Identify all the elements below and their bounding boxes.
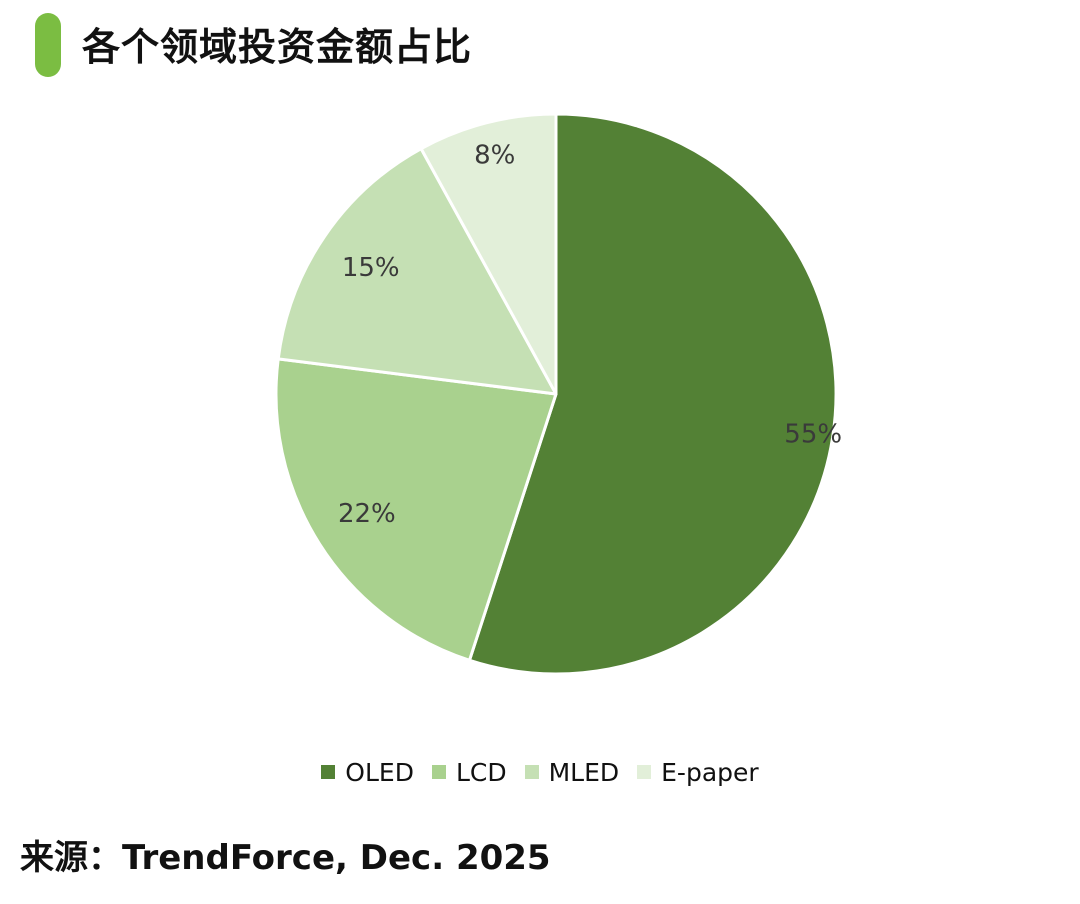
legend-swatch bbox=[524, 765, 539, 779]
slice-label-oled: 55% bbox=[784, 420, 842, 450]
title-accent-bar bbox=[35, 13, 61, 77]
source-note: 来源：TrendForce, Dec. 2025 bbox=[20, 838, 551, 878]
legend-swatch bbox=[321, 765, 336, 779]
legend-item-oled: OLED bbox=[321, 758, 414, 787]
slice-label-mled: 15% bbox=[342, 253, 400, 283]
chart-title: 各个领域投资金额占比 bbox=[82, 25, 473, 69]
chart-legend: OLED LCD MLED E-paper bbox=[0, 752, 1080, 792]
legend-label: LCD bbox=[455, 757, 507, 787]
pie-slice-mled bbox=[276, 147, 558, 396]
slice-label-lcd: 22% bbox=[338, 499, 396, 529]
pie-slice-oled bbox=[467, 112, 838, 676]
slice-label-e-paper: 8% bbox=[474, 140, 515, 170]
legend-label: OLED bbox=[345, 757, 414, 787]
legend-item-mled: MLED bbox=[524, 757, 620, 787]
legend-item-lcd: LCD bbox=[431, 757, 507, 787]
pie-chart: 55% 22% 15% 8% bbox=[274, 112, 842, 676]
legend-swatch bbox=[637, 765, 652, 779]
legend-label: E-paper bbox=[661, 757, 759, 787]
legend-item-e-paper: E-paper bbox=[637, 758, 759, 787]
legend-swatch bbox=[431, 765, 446, 779]
legend-label: MLED bbox=[548, 757, 620, 787]
pie-slice-lcd bbox=[274, 357, 558, 662]
pie-slice-e-paper bbox=[419, 112, 558, 396]
